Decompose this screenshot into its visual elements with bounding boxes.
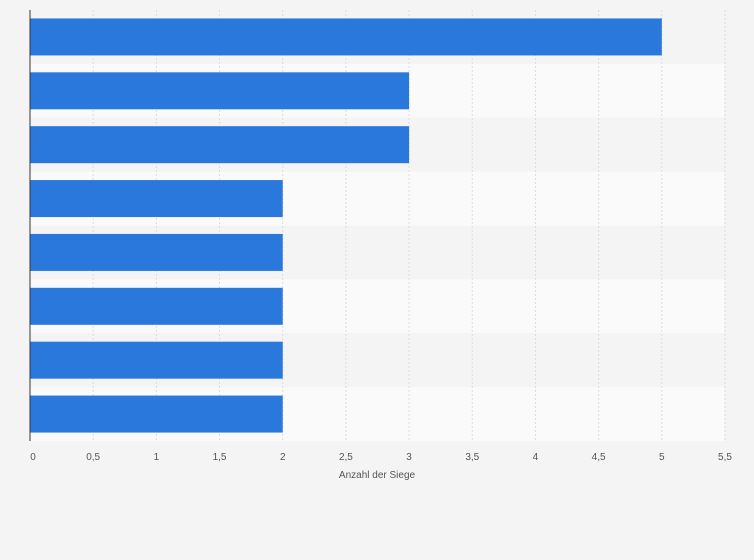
x-axis-title: Anzahl der Siege xyxy=(339,470,416,481)
bar[interactable] xyxy=(30,395,283,433)
x-tick-label: 2,5 xyxy=(339,452,353,463)
x-tick-label: 3 xyxy=(406,452,412,463)
x-tick-labels: 0 0,5 1 1,5 2 2,5 3 3,5 4 4,5 5 5,5 xyxy=(30,452,732,463)
x-tick-label: 5,5 xyxy=(718,452,732,463)
bar[interactable] xyxy=(30,72,410,110)
bar[interactable] xyxy=(30,126,410,164)
bar[interactable] xyxy=(30,18,662,56)
bar[interactable] xyxy=(30,180,283,218)
x-tick-label: 4 xyxy=(533,452,539,463)
x-tick-label: 0 xyxy=(30,452,36,463)
x-tick-label: 1,5 xyxy=(213,452,227,463)
x-tick-label: 5 xyxy=(659,452,665,463)
bar[interactable] xyxy=(30,287,283,325)
bar[interactable] xyxy=(30,341,283,379)
x-tick-label: 2 xyxy=(280,452,286,463)
x-tick-label: 0,5 xyxy=(86,452,100,463)
x-tick-label: 4,5 xyxy=(592,452,606,463)
bar[interactable] xyxy=(30,233,283,271)
x-tick-label: 3,5 xyxy=(465,452,479,463)
x-tick-label: 1 xyxy=(154,452,160,463)
bars xyxy=(30,18,662,433)
